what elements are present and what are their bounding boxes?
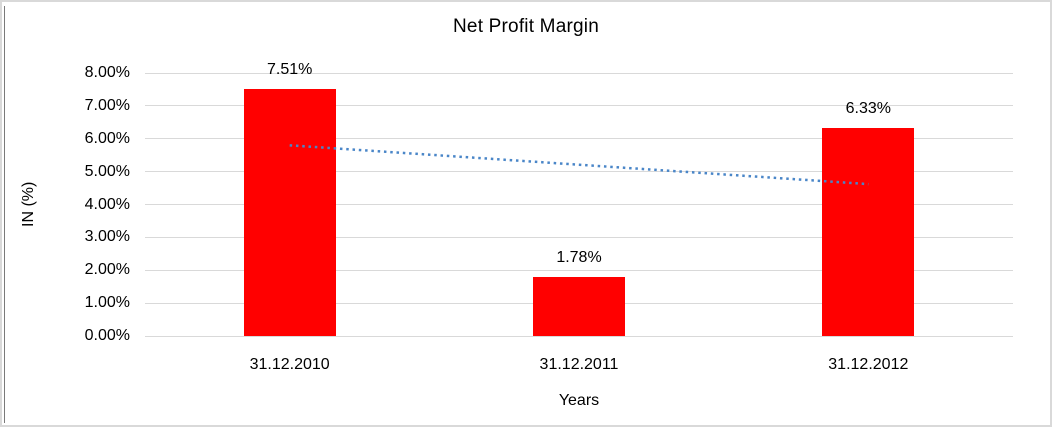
y-tick-label: 1.00% [84, 294, 130, 312]
gridline [145, 236, 1013, 238]
x-tick-label: 31.12.2011 [539, 356, 619, 373]
y-tick-label: 2.00% [84, 261, 130, 279]
y-tick-label: 8.00% [84, 64, 130, 81]
y-tick-label: 7.00% [84, 96, 130, 114]
gridline [145, 204, 1013, 205]
bar [822, 127, 915, 336]
bar-value-label: 6.33% [845, 99, 892, 117]
y-tick-label: 3.00% [84, 228, 130, 246]
y-tick-label: 5.00% [84, 162, 130, 180]
gridline [145, 105, 1013, 107]
x-tick-label: 31.12.2010 [249, 356, 330, 373]
gridline [145, 335, 1013, 337]
bar-value-label: 7.51% [266, 61, 313, 79]
y-axis-tick-labels: 0.00% 1.00% 2.00% 3.00% 4.00% 5.00% 6.00% 7.00%… [0, 64, 130, 344]
gridline [145, 269, 1013, 271]
x-tick-label: 31.12.2012 [828, 356, 909, 373]
bar-value-label: 1.78% [556, 249, 602, 267]
bar [243, 89, 336, 336]
x-axis-tick-labels: 31.12.2010 31.12.2011 31.12.2012 [145, 355, 1013, 374]
x-axis-title: Years [558, 392, 600, 409]
gridline [145, 72, 1013, 74]
gridline [145, 138, 1013, 140]
bar [533, 277, 625, 336]
chart-title: Net Profit Margin [453, 16, 599, 37]
y-tick-label: 4.00% [84, 195, 130, 213]
plot-area: 7.51% 1.78% 6.33% [145, 61, 1013, 337]
y-tick-label: 6.00% [84, 129, 130, 147]
y-tick-label: 0.00% [84, 327, 130, 344]
